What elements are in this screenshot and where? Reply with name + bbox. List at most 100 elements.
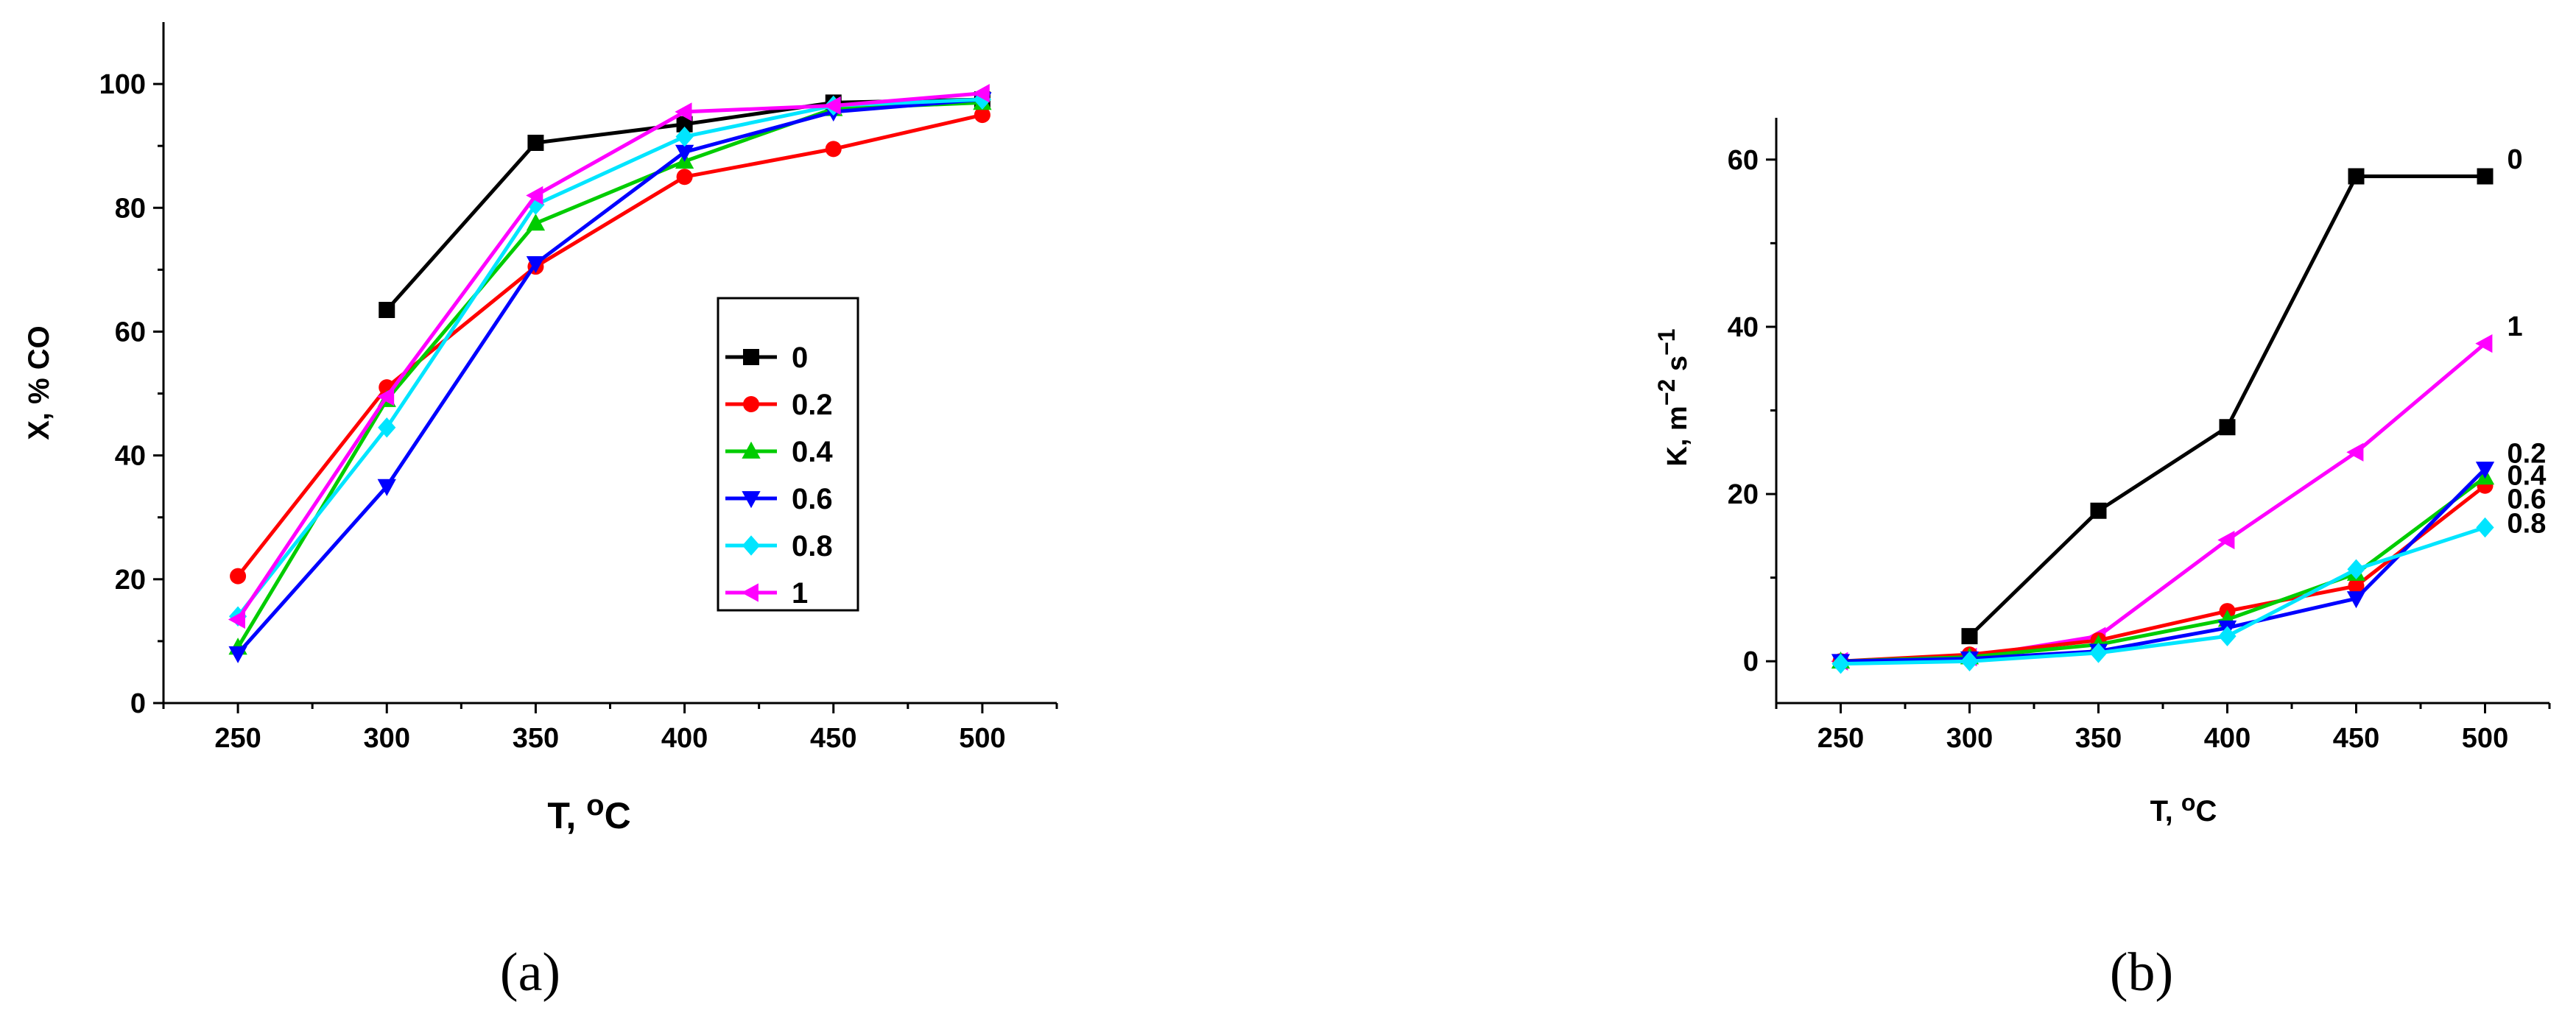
panel-a-data-point-0 [676, 116, 693, 133]
panel-a-data-point-0.6 [526, 256, 546, 274]
panel-b-series [1831, 168, 2495, 674]
panel-a-data-point-0.2 [974, 107, 990, 124]
panel-b-y-tick-label: 40 [1728, 312, 1759, 343]
panel-b-series-line-0.2 [1840, 484, 2487, 663]
panel-b-series-label-0.2: 0.2 [2508, 438, 2547, 469]
legend-marker-0.2 [743, 396, 759, 412]
panel-b-x-tick-label: 350 [2075, 723, 2122, 754]
panel-b-data-point-0.8 [2218, 626, 2237, 646]
panel-a-series-line-1 [236, 91, 983, 621]
panel-a-label: (a) [500, 942, 560, 1003]
panel-b-series-line-0.4 [1840, 476, 2486, 663]
panel-b-series-line-0 [1968, 174, 2485, 638]
panel-a-data-point-1 [972, 84, 990, 103]
panel-b-series-line-0.6 [1840, 467, 2487, 663]
legend-marker-0.8 [742, 535, 761, 556]
panel-a-data-point-0.2 [676, 169, 693, 186]
panel-b-series-line-1 [1840, 342, 2487, 663]
panel-b-data-point-0.6 [2346, 591, 2366, 609]
panel-a-data-point-1 [228, 610, 245, 629]
panel-a-data-point-0 [379, 302, 395, 319]
legend-label-0.8: 0.8 [792, 530, 833, 562]
panel-b-series-labels: 0 1 0.20.40.60.8 [2508, 144, 2547, 540]
panel-a-legend: 0 0.2 0.4 0.6 0.8 1 [717, 297, 859, 612]
panel-b-data-point-1 [2475, 333, 2493, 353]
panel-b-data-point-0.8 [1831, 653, 1850, 674]
panel-b-series-label-0.8: 0.8 [2508, 508, 2547, 539]
panel-a-data-point-0.6 [675, 144, 694, 162]
panel-b-series-label-0.4: 0.4 [2508, 460, 2547, 491]
panel-b-chart: 0 20 40 60 250 300 350 400 450 500 0 1 0.20.40.60.8… [1653, 118, 2551, 1003]
panel-a-x-tick-label: 250 [214, 723, 261, 754]
panel-a-data-point-0.4 [526, 213, 546, 231]
legend-marker-0.4 [742, 441, 761, 459]
legend-marker-0 [743, 349, 759, 365]
legend-marker-0.6 [742, 491, 761, 509]
panel-a-y-tick-label: 60 [115, 317, 146, 347]
panel-b-data-point-0.8 [2089, 643, 2108, 663]
panel-b-series-label-1: 1 [2508, 311, 2523, 342]
panel-b-x-tick-label: 500 [2462, 723, 2508, 754]
panel-a-y-tick-label: 40 [115, 441, 146, 472]
panel-b-x-axis-title: T, oC [2150, 789, 2217, 827]
legend-label-0.2: 0.2 [792, 389, 833, 421]
panel-b-y-tick-label: 0 [1743, 646, 1759, 677]
panel-b-data-point-0.2 [2348, 578, 2365, 594]
panel-a-data-point-0.6 [228, 646, 247, 663]
panel-a-series-line-0.8 [236, 97, 983, 618]
panel-b-y-axis-title: K, m−2 s−1 [1653, 328, 1693, 466]
panel-b-data-point-0 [2348, 168, 2365, 185]
panel-b-x-tick-label: 400 [2204, 723, 2251, 754]
panel-a-data-point-0.6 [377, 479, 396, 496]
panel-b-data-point-0 [1961, 628, 1978, 645]
panel-a-x-tick-label: 350 [513, 723, 559, 754]
panel-a-y-tick-label: 0 [130, 688, 146, 719]
panel-b-data-point-0 [2090, 502, 2107, 519]
legend-label-1: 1 [792, 577, 808, 610]
panel-b-data-point-0.8 [2476, 517, 2494, 538]
panel-b-series-label-0.6: 0.6 [2508, 484, 2547, 515]
panel-a-series-line-0.4 [236, 100, 983, 649]
panel-a-chart: 0 20 40 60 80 100 250 300 350 400 450 500 0 0.2 0.4 0.… [23, 22, 1058, 1003]
panel-a-x-tick-label: 300 [364, 723, 410, 754]
panel-b-data-point-0 [2219, 419, 2236, 436]
panel-b-data-point-0.8 [1960, 651, 1979, 671]
panel-b-label: (b) [2110, 942, 2173, 1003]
panel-b-x-tick-label: 250 [1817, 723, 1864, 754]
legend-marker-1 [741, 583, 759, 602]
panel-a-data-point-1 [377, 387, 395, 406]
panel-a-series-line-0.6 [236, 97, 983, 655]
panel-b-y-tick-label: 20 [1728, 479, 1759, 510]
panel-b-data-point-0.8 [2347, 559, 2365, 580]
panel-b-series-label-0: 0 [2508, 144, 2523, 175]
panel-a-data-point-0.2 [230, 568, 247, 585]
legend-label-0.6: 0.6 [792, 483, 833, 515]
panel-a-axes: 0 20 40 60 80 100 250 300 350 400 450 500 [99, 22, 1058, 754]
panel-b-data-point-0.6 [2475, 462, 2495, 479]
panel-b-series-line-0.8 [1840, 526, 2486, 666]
panel-a-data-point-1 [526, 186, 543, 205]
panel-a-data-point-0.8 [378, 417, 396, 438]
panel-a-x-tick-label: 450 [810, 723, 856, 754]
panel-a-data-point-0 [527, 134, 544, 151]
legend-label-0: 0 [792, 342, 808, 374]
panel-a-y-axis-title: X, % CO [23, 325, 55, 440]
panel-b-x-tick-label: 450 [2333, 723, 2379, 754]
panel-b-data-point-1 [2346, 442, 2364, 462]
panel-a-y-tick-label: 80 [115, 193, 146, 224]
panel-b-data-point-0 [2477, 168, 2494, 185]
panel-a-x-axis-title: T, oC [547, 789, 630, 836]
panel-a-x-tick-label: 500 [959, 723, 1005, 754]
panel-a-y-tick-label: 100 [99, 69, 146, 100]
panel-b-x-tick-label: 300 [1946, 723, 1993, 754]
panel-a-data-point-1 [823, 96, 841, 116]
legend-label-0.4: 0.4 [792, 436, 833, 468]
panel-a-series [228, 84, 992, 663]
panel-a-x-tick-label: 400 [661, 723, 708, 754]
panel-a-y-tick-label: 20 [115, 565, 146, 596]
panel-b-data-point-1 [2217, 530, 2235, 550]
panel-b-y-tick-label: 60 [1728, 145, 1759, 176]
panel-a-data-point-0.2 [825, 141, 842, 158]
panel-a-data-point-0.8 [675, 126, 694, 147]
